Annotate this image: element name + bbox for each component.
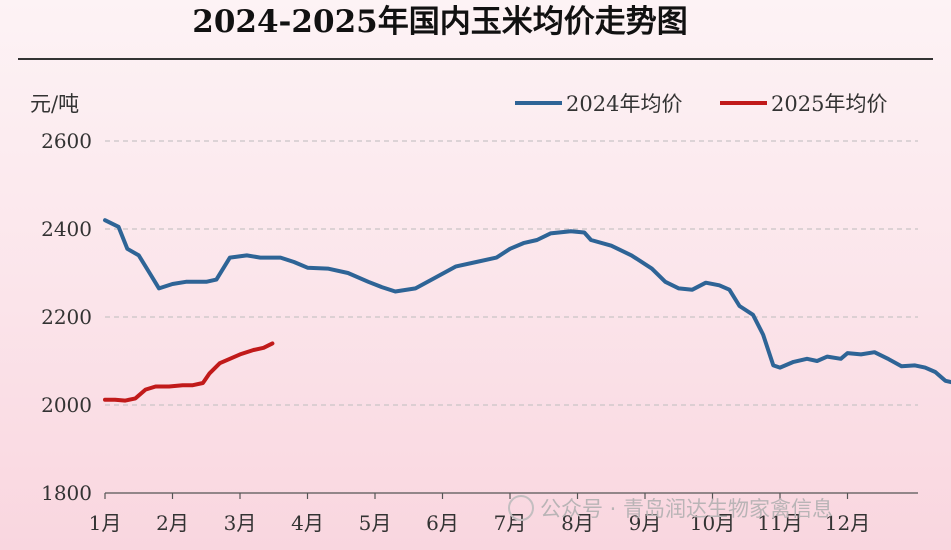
y-tick-2000: 2000	[41, 393, 92, 417]
y-tick-labels: 1800 2000 2200 2400 2600	[41, 129, 92, 505]
x-tick-11: 11月	[757, 511, 802, 535]
series-line-0	[103, 218, 951, 385]
x-tick-1: 1月	[89, 511, 122, 535]
legend: 2024年均价 2025年均价	[515, 92, 887, 116]
series-lines	[103, 218, 951, 403]
x-tick-3: 3月	[224, 511, 257, 535]
grid-lines	[105, 140, 918, 406]
y-axis-label: 元/吨	[30, 92, 79, 116]
x-tick-8: 8月	[561, 511, 594, 535]
y-tick-1800: 1800	[41, 481, 92, 505]
x-tick-2: 2月	[156, 511, 189, 535]
chart-title: 2024-2025年国内玉米均价走势图	[192, 4, 687, 40]
wechat-icon	[508, 495, 534, 521]
x-tick-7: 7月	[494, 511, 527, 535]
legend-label-2024: 2024年均价	[566, 92, 682, 116]
y-tick-2200: 2200	[41, 305, 92, 329]
watermark-text: 公众号 · 青岛润达生物家禽信息	[540, 497, 833, 521]
x-tick-4: 4月	[291, 511, 324, 535]
x-tick-5: 5月	[359, 511, 392, 535]
x-tick-12: 12月	[825, 511, 870, 535]
watermark: 公众号 · 青岛润达生物家禽信息	[508, 495, 833, 521]
y-tick-2600: 2600	[41, 129, 92, 153]
x-axis: 1月 2月 3月 4月 5月 6月 7月 8月 9月 10月 11月 12月	[89, 492, 918, 535]
y-tick-2400: 2400	[41, 217, 92, 241]
x-tick-10: 10月	[690, 511, 735, 535]
x-tick-6: 6月	[426, 511, 459, 535]
x-tick-9: 9月	[629, 511, 662, 535]
legend-label-2025: 2025年均价	[771, 92, 887, 116]
series-line-1	[103, 341, 275, 403]
